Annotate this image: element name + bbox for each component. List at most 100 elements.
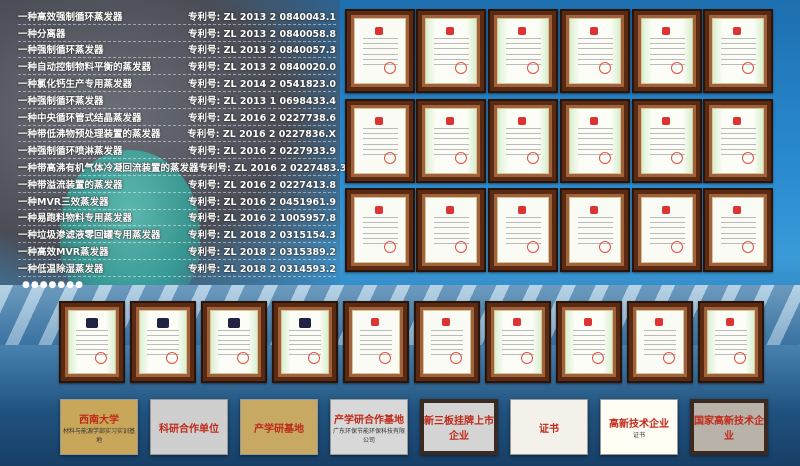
- award-plaque: 产学研合作基地 广东环保节能环保科技有限公司: [330, 399, 408, 455]
- patent-name: 一种易跑料物料专用蒸发器: [18, 213, 133, 225]
- plaque-title: 高新技术企业: [609, 419, 669, 430]
- certificate-image: [636, 310, 684, 374]
- trophy-image: [60, 150, 200, 310]
- certificate-frame: [627, 301, 693, 383]
- patent-row: 一种垃圾渗滤液零回罐专用蒸发器 专利号: ZL 2018 2 0315154.3: [18, 226, 336, 244]
- patent-number: 专利号: ZL 2016 2 1005957.8: [187, 213, 336, 225]
- plaque-title: 科研合作单位: [159, 423, 219, 435]
- patent-number: 专利号: ZL 2013 2 0840058.8: [187, 28, 336, 40]
- certificate-frame: [485, 301, 551, 383]
- certificate-image: [354, 108, 406, 174]
- patent-number: 专利号: ZL 2014 2 0541823.0: [187, 79, 336, 91]
- patent-row: 一种带低沸物预处理装置的蒸发器 专利号: ZL 2016 2 0227836.X: [18, 126, 336, 143]
- certificate-image: [712, 108, 764, 174]
- certificate-frame: [703, 99, 773, 183]
- patent-name: 一种强制循环蒸发器: [18, 95, 104, 107]
- certificate-image: [569, 108, 621, 174]
- certificate-frame: [632, 9, 702, 93]
- patent-name: 一种带高沸有机气体冷凝回流装置的蒸发器: [18, 163, 199, 175]
- plaque-subtitle: 证书: [632, 432, 645, 439]
- patent-name: 一种带溢流装置的蒸发器: [18, 179, 123, 191]
- patent-number: 专利号: ZL 2018 2 0314593.2: [187, 263, 336, 275]
- patent-name: 一种低温除湿蒸发器: [18, 263, 104, 275]
- patent-number: 专利号: ZL 2016 2 0451961.9: [187, 196, 336, 208]
- certificate-image: [425, 197, 477, 263]
- certificate-image: [641, 197, 693, 263]
- certificate-frame: [632, 99, 702, 183]
- patent-name: 一种中央循环管式结晶蒸发器: [18, 112, 142, 124]
- patent-name: 一种分离器: [18, 28, 66, 40]
- patent-number: 专利号: ZL 2013 2 0840020.0: [187, 62, 336, 74]
- patent-name: 一种高效强制循环蒸发器: [18, 11, 123, 23]
- certificate-frame: [703, 188, 773, 272]
- certificate-image: [354, 18, 406, 84]
- patent-row: 一种强制循环蒸发器 专利号: ZL 2013 2 0840057.3: [18, 42, 336, 59]
- award-plaque: 高新技术企业 证书: [600, 399, 678, 455]
- patent-list: 一种高效强制循环蒸发器 专利号: ZL 2013 2 0840043.1 一种分离器…: [18, 8, 347, 277]
- certificate-image: [494, 310, 542, 374]
- certificate-frame: [59, 301, 125, 383]
- certificate-image: [354, 197, 406, 263]
- certificate-image: [68, 310, 116, 374]
- certificate-image: [497, 108, 549, 174]
- plaque-title: 国家高新技术企业: [694, 416, 764, 442]
- more-indicator: ●●●●●●●: [22, 280, 84, 290]
- certificate-frame: [272, 301, 338, 383]
- patent-number: 专利号: ZL 2016 2 0227933.9: [187, 146, 336, 158]
- plaque-title: 产学研合作基地: [334, 414, 404, 426]
- patent-number: 专利号: ZL 2016 2 0227413.8: [187, 179, 336, 191]
- certificate-image: [569, 18, 621, 84]
- patent-number: 专利号: ZL 2013 2 0840057.3: [187, 45, 336, 57]
- certificate-image: [281, 310, 329, 374]
- certificate-image: [712, 197, 764, 263]
- patent-name: 一种垃圾渗滤液零回罐专用蒸发器: [18, 230, 161, 242]
- patent-number: 专利号: ZL 2016 2 0227483.3: [198, 163, 347, 175]
- certificate-frame: [201, 301, 267, 383]
- certificate-frame: [488, 99, 558, 183]
- patent-name: 一种氯化钙生产专用蒸发器: [18, 79, 133, 91]
- certificate-image: [425, 18, 477, 84]
- certificate-frame: [345, 9, 415, 93]
- certificate-image: [641, 108, 693, 174]
- patent-row: 一种带溢流装置的蒸发器 专利号: ZL 2016 2 0227413.8: [18, 176, 336, 193]
- patent-number: 专利号: ZL 2016 2 0227836.X: [187, 129, 336, 141]
- certificate-frame: [416, 188, 486, 272]
- certificate-image: [497, 197, 549, 263]
- patent-row: 一种强制循环蒸发器 专利号: ZL 2013 1 0698433.4: [18, 92, 336, 109]
- plaque-title: 西南大学: [79, 414, 119, 426]
- patent-name: 一种自动控制物料平衡的蒸发器: [18, 62, 152, 74]
- award-plaque: 产学研基地: [240, 399, 318, 455]
- award-plaque: 科研合作单位: [150, 399, 228, 455]
- plaque-title: 证书: [539, 423, 559, 435]
- certificate-image: [423, 310, 471, 374]
- certificate-frame: [488, 188, 558, 272]
- certificate-image: [425, 108, 477, 174]
- award-plaque: 新三板挂牌上市企业: [420, 399, 498, 455]
- patent-row: 一种带高沸有机气体冷凝回流装置的蒸发器 专利号: ZL 2016 2 022748…: [18, 159, 347, 176]
- patent-row: 一种分离器 专利号: ZL 2013 2 0840058.8: [18, 25, 336, 42]
- certificate-frame: [416, 9, 486, 93]
- patent-name: 一种强制循环蒸发器: [18, 45, 104, 57]
- certificate-image: [497, 18, 549, 84]
- patent-row: 一种MVR三效蒸发器 专利号: ZL 2016 2 0451961.9: [18, 193, 336, 210]
- patent-name: 一种MVR三效蒸发器: [18, 196, 109, 208]
- patent-number: 专利号: ZL 2016 2 0227738.6: [187, 112, 336, 124]
- certificate-frame: [632, 188, 702, 272]
- patent-number: 专利号: ZL 2018 2 0315154.3: [187, 230, 336, 242]
- certificate-frame: [345, 99, 415, 183]
- certificate-frame: [414, 301, 480, 383]
- certificate-image: [565, 310, 613, 374]
- patent-row: 一种中央循环管式结晶蒸发器 专利号: ZL 2016 2 0227738.6: [18, 109, 336, 126]
- patent-row: 一种高效强制循环蒸发器 专利号: ZL 2013 2 0840043.1: [18, 8, 336, 25]
- plaque-title: 产学研基地: [254, 423, 304, 435]
- patent-row: 一种易跑料物料专用蒸发器 专利号: ZL 2016 2 1005957.8: [18, 210, 336, 227]
- certificate-frame: [345, 188, 415, 272]
- certificate-frame: [488, 9, 558, 93]
- patent-row: 一种氯化钙生产专用蒸发器 专利号: ZL 2014 2 0541823.0: [18, 75, 336, 92]
- patent-name: 一种强制循环喷淋蒸发器: [18, 146, 123, 158]
- award-plaque: 证书: [510, 399, 588, 455]
- patent-row: 一种低温除湿蒸发器 专利号: ZL 2018 2 0314593.2: [18, 260, 336, 277]
- patent-name: 一种带低沸物预处理装置的蒸发器: [18, 129, 161, 141]
- certificate-image: [712, 18, 764, 84]
- patent-row: 一种高效MVR蒸发器 专利号: ZL 2018 2 0315389.2: [18, 243, 336, 260]
